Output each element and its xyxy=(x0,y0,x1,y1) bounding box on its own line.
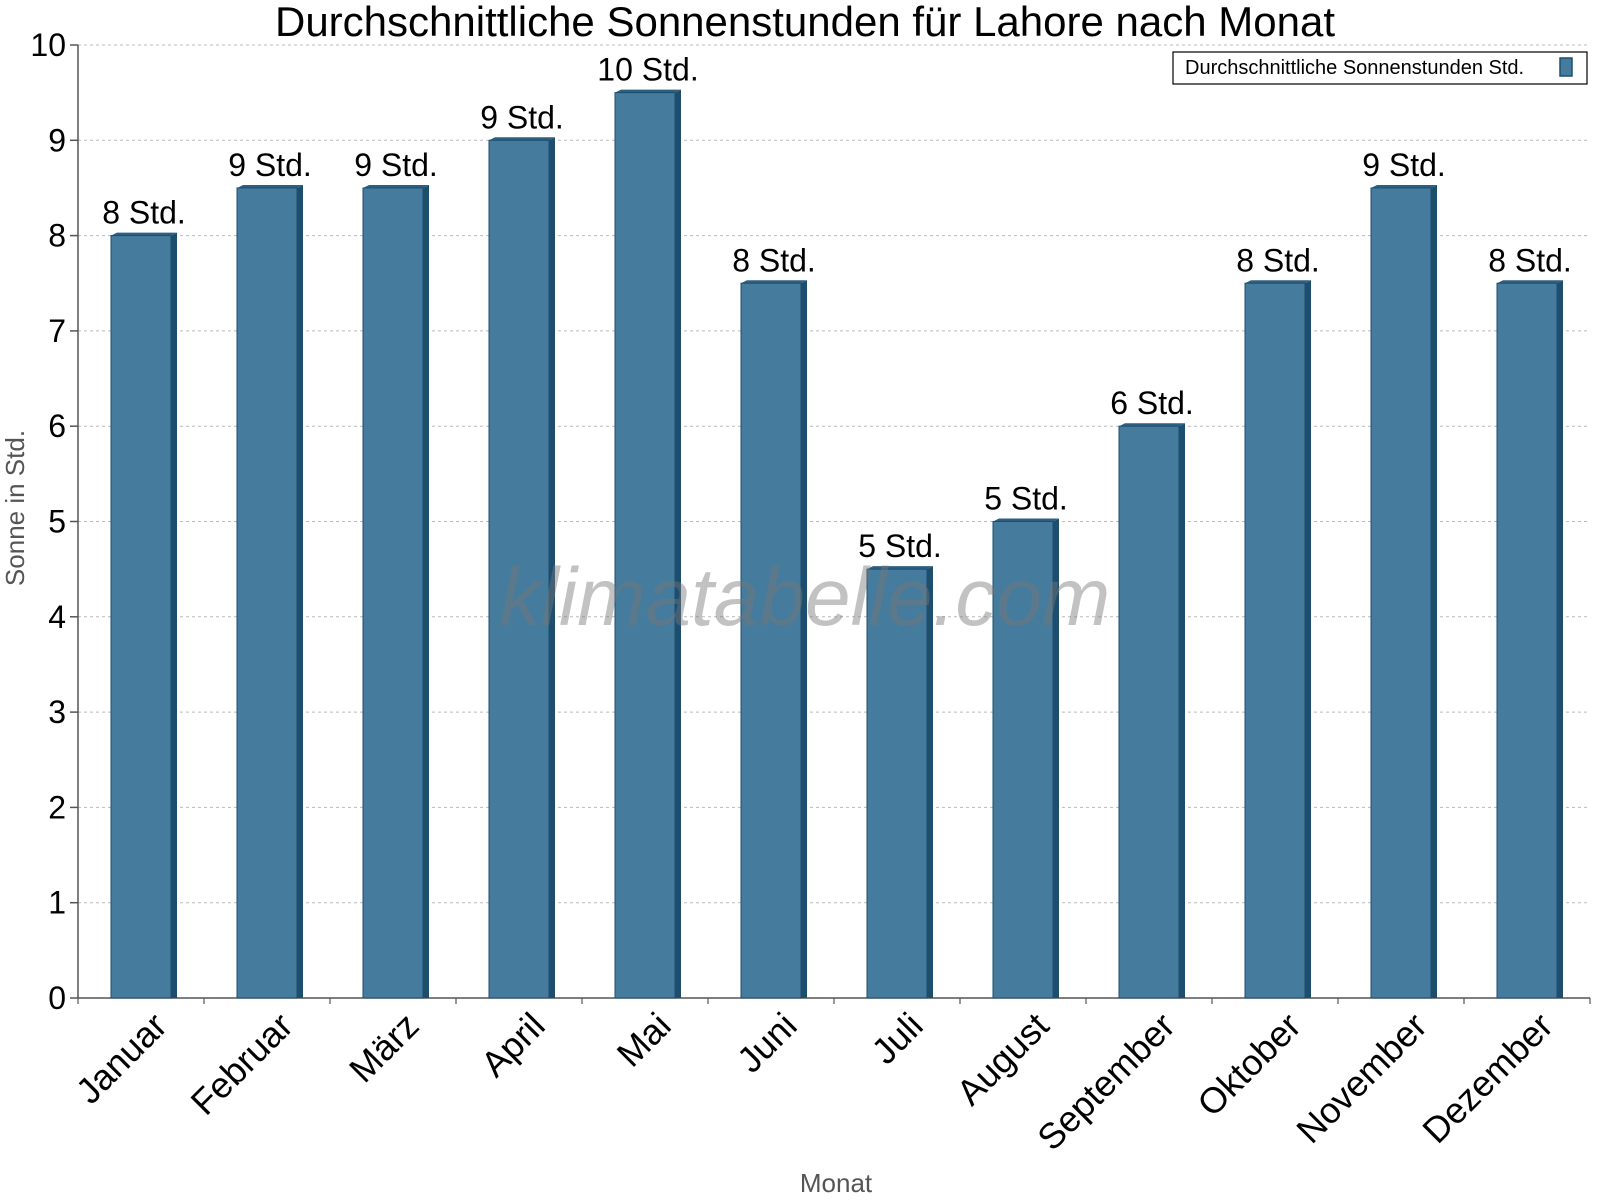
bar-side xyxy=(1305,280,1311,998)
y-tick-label: 2 xyxy=(48,789,66,825)
legend-entry: Durchschnittliche Sonnenstunden Std. xyxy=(1185,57,1524,79)
bar xyxy=(992,521,1054,999)
y-tick-label: 5 xyxy=(48,504,66,540)
data-label: 9 Std. xyxy=(1362,147,1446,183)
bar-top xyxy=(867,566,933,570)
bar-dezember xyxy=(1496,280,1563,999)
x-ticks: Januar Februar März April Mai Juni Juli AugustS… xyxy=(68,1005,1561,1159)
bar-top xyxy=(993,518,1059,522)
x-tick-label: Februar xyxy=(183,1005,301,1123)
x-tick-label: August xyxy=(948,1005,1056,1113)
data-label: 8 Std. xyxy=(732,242,816,278)
y-tick-label: 9 xyxy=(48,122,66,158)
y-tick-label: 8 xyxy=(48,218,66,254)
data-label: 9 Std. xyxy=(228,147,312,183)
y-tick-label: 3 xyxy=(48,694,66,730)
bars xyxy=(110,89,1563,999)
bar-april xyxy=(488,137,555,999)
bar-februar xyxy=(236,184,303,999)
y-ticks: 0 1 2 3 4 5 6 7 8 9 10 xyxy=(30,27,78,1016)
bar-top xyxy=(741,280,807,284)
y-tick-label: 6 xyxy=(48,408,66,444)
bar xyxy=(236,187,298,999)
bar-side xyxy=(1053,518,1059,998)
bar xyxy=(1118,425,1180,999)
bar-juni xyxy=(740,280,807,999)
x-axis-label: Monat xyxy=(800,1168,873,1198)
data-label: 8 Std. xyxy=(102,195,186,231)
x-tick-label: Dezember xyxy=(1414,1005,1560,1151)
legend-swatch xyxy=(1559,57,1573,77)
bar-side xyxy=(927,566,933,998)
x-tick-label: Januar xyxy=(68,1005,175,1112)
bar-top xyxy=(237,184,303,188)
bar-top xyxy=(1497,280,1563,284)
bar-mai xyxy=(614,89,681,999)
x-tick-label: März xyxy=(341,1005,427,1091)
bar xyxy=(362,187,424,999)
legend-box xyxy=(1172,51,1588,85)
data-label: 6 Std. xyxy=(1110,385,1194,421)
chart-title: Durchschnittliche Sonnenstunden für Laho… xyxy=(275,0,1335,45)
bar-side xyxy=(423,184,429,998)
data-label: 9 Std. xyxy=(480,99,564,135)
bar xyxy=(1370,187,1432,999)
y-axis-label: Sonne in Std. xyxy=(0,430,30,586)
bar-januar xyxy=(110,232,177,999)
x-tick-label: November xyxy=(1288,1005,1434,1151)
bar-oktober xyxy=(1244,280,1311,999)
bar-side xyxy=(1431,184,1437,998)
data-label: 8 Std. xyxy=(1236,242,1320,278)
bar-august xyxy=(992,518,1059,999)
bar xyxy=(110,235,172,999)
bar-side xyxy=(297,184,303,998)
bar xyxy=(614,92,676,999)
y-tick-label: 1 xyxy=(48,885,66,921)
x-tick-label: Juni xyxy=(729,1005,805,1081)
grid xyxy=(78,44,1590,904)
watermark: klimatabelle.com xyxy=(500,552,1111,643)
y-tick-label: 0 xyxy=(48,980,66,1016)
bar-side xyxy=(171,232,177,999)
bar-november xyxy=(1370,184,1437,999)
data-label: 5 Std. xyxy=(984,481,1068,517)
x-tick-label: September xyxy=(1029,1005,1183,1159)
bar xyxy=(740,282,802,999)
bar xyxy=(1496,282,1558,999)
y-tick-label: 4 xyxy=(48,599,66,635)
data-label: 9 Std. xyxy=(354,147,438,183)
bar-top xyxy=(615,89,681,93)
y-tick-label: 7 xyxy=(48,313,66,349)
bar-top xyxy=(1245,280,1311,284)
bar-side xyxy=(1179,423,1185,998)
data-labels: 8 Std. 9 Std. 9 Std. 9 Std. 10 Std. 8 Std. 5 S… xyxy=(102,52,1572,565)
bar-märz xyxy=(362,184,429,999)
bar-top xyxy=(1371,184,1437,188)
x-tick-label: April xyxy=(473,1005,553,1085)
data-label: 8 Std. xyxy=(1488,242,1572,278)
x-tick-label: Mai xyxy=(609,1005,679,1075)
bar-side xyxy=(1557,280,1563,998)
x-tick-label: Oktober xyxy=(1189,1005,1309,1125)
data-label: 10 Std. xyxy=(597,52,698,88)
bar-top xyxy=(111,232,177,236)
bar-september xyxy=(1118,423,1185,999)
bar-top xyxy=(363,184,429,188)
x-tick-label: Juli xyxy=(863,1005,930,1072)
y-tick-label: 10 xyxy=(30,27,66,63)
bar xyxy=(866,568,928,999)
bar-top xyxy=(1119,423,1185,427)
bar-side xyxy=(549,137,555,999)
bar-side xyxy=(801,280,807,998)
legend: Durchschnittliche Sonnenstunden Std. xyxy=(1172,51,1588,85)
bar-juli xyxy=(866,566,933,999)
axes xyxy=(77,45,1591,1004)
bar-top xyxy=(489,137,555,141)
bar xyxy=(1244,282,1306,999)
bar xyxy=(488,139,550,999)
bar-side xyxy=(675,89,681,998)
data-label: 5 Std. xyxy=(858,528,942,564)
